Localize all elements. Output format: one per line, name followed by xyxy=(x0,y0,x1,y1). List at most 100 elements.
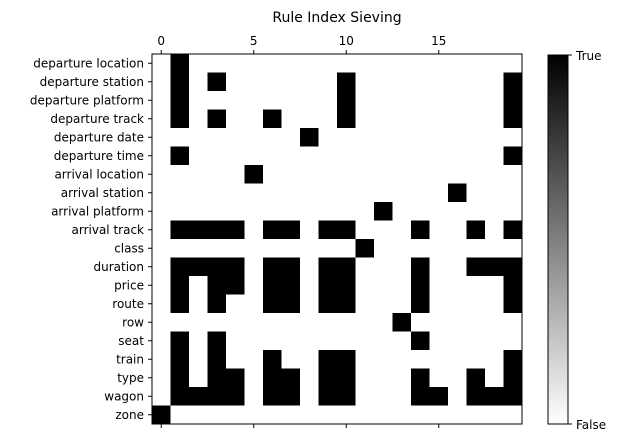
heatmap-cell-r19-c11 xyxy=(355,405,375,425)
heatmap-cell-r8-c8 xyxy=(300,202,319,221)
heatmap-cell-r18-c14 xyxy=(411,387,430,406)
heatmap-cell-r7-c2 xyxy=(189,183,208,203)
heatmap-cell-r7-c0 xyxy=(152,183,171,203)
heatmap-cell-r1-c7 xyxy=(281,72,301,92)
colorbar-min-label: False xyxy=(576,418,606,432)
heatmap-cell-r9-c2 xyxy=(189,220,208,240)
heatmap-cell-r8-c0 xyxy=(152,202,171,221)
x-tick-label: 5 xyxy=(250,34,258,48)
heatmap-cell-r0-c8 xyxy=(300,54,319,73)
heatmap-cell-r1-c10 xyxy=(337,72,356,92)
chart-title: Rule Index Sieving xyxy=(272,10,401,26)
heatmap-cell-r19-c13 xyxy=(392,405,412,425)
heatmap-cell-r3-c2 xyxy=(189,109,208,129)
heatmap-cell-r5-c14 xyxy=(411,146,430,166)
heatmap-cell-r15-c17 xyxy=(466,331,486,351)
heatmap-cell-r8-c15 xyxy=(429,202,449,221)
heatmap-cell-r13-c13 xyxy=(392,294,412,314)
heatmap-cell-r19-c19 xyxy=(503,405,523,425)
heatmap-cell-r2-c15 xyxy=(429,91,449,110)
y-tick-label: train xyxy=(116,353,144,367)
y-tick-label: arrival station xyxy=(61,186,144,200)
heatmap-cell-r3-c14 xyxy=(411,109,430,129)
heatmap-cell-r19-c0 xyxy=(152,405,171,425)
heatmap-cell-r16-c10 xyxy=(337,350,356,369)
heatmap-cell-r16-c15 xyxy=(429,350,449,369)
heatmap-cell-r15-c18 xyxy=(485,331,504,351)
heatmap-cell-r8-c5 xyxy=(244,202,264,221)
heatmap-cell-r19-c7 xyxy=(281,405,301,425)
heatmap-cell-r15-c16 xyxy=(448,331,467,351)
heatmap-cell-r19-c6 xyxy=(263,405,282,425)
heatmap-cell-r15-c19 xyxy=(503,331,523,351)
heatmap-cell-r13-c17 xyxy=(466,294,486,314)
heatmap-cell-r7-c16 xyxy=(448,183,467,203)
heatmap-cell-r3-c16 xyxy=(448,109,467,129)
heatmap-cell-r4-c16 xyxy=(448,128,467,147)
heatmap-cell-r8-c12 xyxy=(374,202,393,221)
heatmap-cell-r10-c8 xyxy=(300,239,319,258)
heatmap-cell-r6-c7 xyxy=(281,165,301,184)
heatmap-cell-r5-c16 xyxy=(448,146,467,166)
heatmap-cell-r0-c14 xyxy=(411,54,430,73)
heatmap-cell-r17-c14 xyxy=(411,368,430,388)
heatmap-cell-r4-c7 xyxy=(281,128,301,147)
heatmap-cell-r4-c3 xyxy=(207,128,227,147)
heatmap-cell-r6-c11 xyxy=(355,165,375,184)
heatmap-cell-r7-c6 xyxy=(263,183,282,203)
heatmap-cell-r7-c17 xyxy=(466,183,486,203)
heatmap-cell-r11-c18 xyxy=(485,257,504,277)
heatmap-cell-r4-c0 xyxy=(152,128,171,147)
heatmap-cell-r18-c19 xyxy=(503,387,523,406)
heatmap-cell-r10-c9 xyxy=(318,239,338,258)
heatmap-cell-r8-c3 xyxy=(207,202,227,221)
heatmap-cell-r16-c6 xyxy=(263,350,282,369)
heatmap-cell-r16-c8 xyxy=(300,350,319,369)
heatmap-cell-r2-c13 xyxy=(392,91,412,110)
heatmap-cell-r13-c7 xyxy=(281,294,301,314)
heatmap-cell-r11-c14 xyxy=(411,257,430,277)
heatmap-cell-r9-c7 xyxy=(281,220,301,240)
heatmap-cell-r16-c17 xyxy=(466,350,486,369)
heatmap-cell-r12-c19 xyxy=(503,276,523,295)
heatmap-cell-r14-c12 xyxy=(374,313,393,332)
heatmap-cell-r16-c12 xyxy=(374,350,393,369)
heatmap-cell-r3-c19 xyxy=(503,109,523,129)
heatmap-cell-r1-c2 xyxy=(189,72,208,92)
heatmap-cell-r0-c15 xyxy=(429,54,449,73)
heatmap-cell-r1-c18 xyxy=(485,72,504,92)
heatmap-cell-r16-c1 xyxy=(170,350,190,369)
heatmap-cell-r2-c7 xyxy=(281,91,301,110)
heatmap-cell-r18-c13 xyxy=(392,387,412,406)
heatmap-cell-r16-c0 xyxy=(152,350,171,369)
heatmap-cell-r18-c17 xyxy=(466,387,486,406)
heatmap-cell-r6-c10 xyxy=(337,165,356,184)
heatmap-cell-r4-c2 xyxy=(189,128,208,147)
heatmap-cell-r0-c4 xyxy=(226,54,245,73)
heatmap-cell-r9-c15 xyxy=(429,220,449,240)
heatmap-cell-r15-c3 xyxy=(207,331,227,351)
heatmap-cell-r10-c12 xyxy=(374,239,393,258)
heatmap-cell-r4-c6 xyxy=(263,128,282,147)
heatmap-cell-r8-c14 xyxy=(411,202,430,221)
heatmap-cell-r19-c17 xyxy=(466,405,486,425)
heatmap-cell-r0-c5 xyxy=(244,54,264,73)
heatmap-cell-r4-c12 xyxy=(374,128,393,147)
heatmap-cell-r9-c16 xyxy=(448,220,467,240)
heatmap-cells xyxy=(152,54,523,425)
heatmap-cell-r18-c10 xyxy=(337,387,356,406)
heatmap-cell-r16-c18 xyxy=(485,350,504,369)
heatmap-cell-r13-c15 xyxy=(429,294,449,314)
heatmap-cell-r13-c8 xyxy=(300,294,319,314)
y-tick-label: departure track xyxy=(50,112,144,126)
heatmap-cell-r10-c1 xyxy=(170,239,190,258)
heatmap-cell-r17-c0 xyxy=(152,368,171,388)
heatmap-cell-r3-c5 xyxy=(244,109,264,129)
heatmap-cell-r10-c16 xyxy=(448,239,467,258)
heatmap-cell-r10-c6 xyxy=(263,239,282,258)
heatmap-cell-r9-c8 xyxy=(300,220,319,240)
heatmap-cell-r1-c13 xyxy=(392,72,412,92)
heatmap-cell-r18-c12 xyxy=(374,387,393,406)
heatmap-cell-r11-c16 xyxy=(448,257,467,277)
heatmap-cell-r10-c2 xyxy=(189,239,208,258)
